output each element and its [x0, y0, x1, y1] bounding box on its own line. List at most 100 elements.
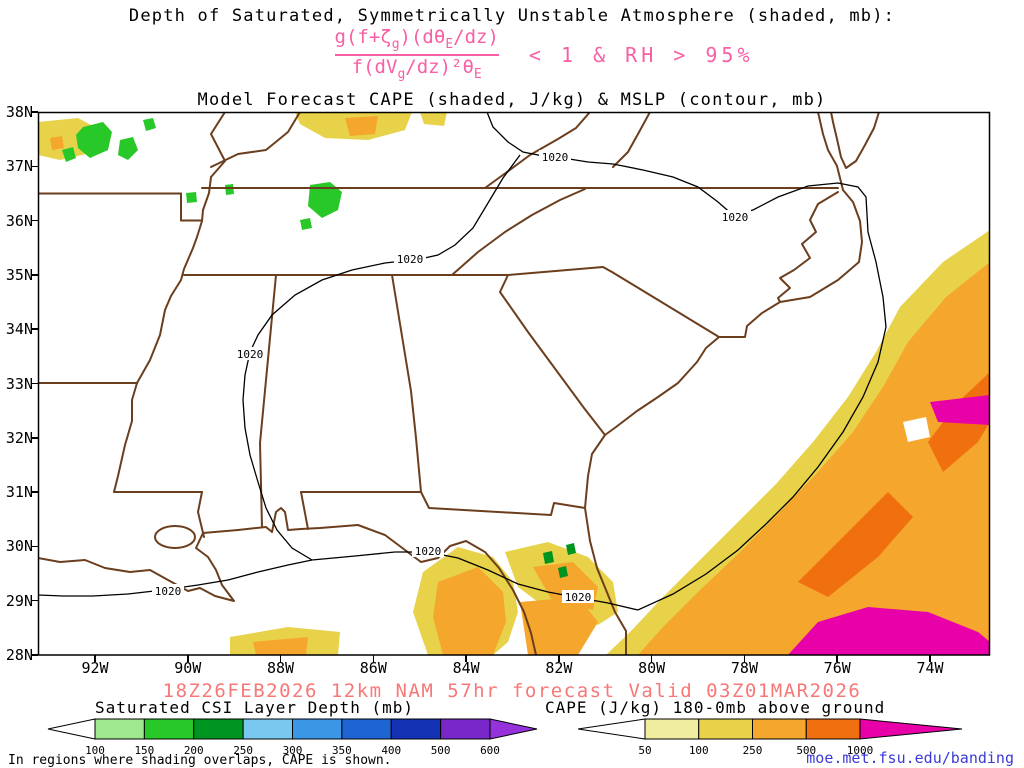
overlap-note: In regions where shading overlaps, CAPE … [8, 753, 392, 768]
title-line-2: Model Forecast CAPE (shaded, J/kg) & MSL… [197, 90, 827, 110]
axis-tick [31, 599, 38, 602]
cape-region-dark-orange [798, 492, 913, 597]
colorbar-tick-label: 350 [331, 744, 352, 757]
lon-label: 80W [638, 659, 666, 677]
pressure-contours [38, 112, 887, 611]
colorbar-segment [390, 718, 442, 740]
axis-tick [31, 491, 38, 493]
colorbar-tick-label: 100 [85, 744, 105, 757]
axis-tick [187, 655, 189, 662]
cape-patch [520, 597, 598, 655]
colorbar-tick-label: 500 [430, 744, 451, 757]
cape-region-orange [638, 262, 990, 655]
lat-label: 30N [5, 537, 33, 556]
axis-tick [31, 111, 38, 113]
map-frame [37, 111, 991, 656]
colorbar-segment [577, 718, 646, 740]
colorbar-tick-label: 50 [638, 744, 652, 757]
csi-patch [143, 118, 156, 131]
axis-tick [31, 328, 38, 330]
colorbar-segment [94, 718, 145, 740]
cape-region-magenta [930, 395, 990, 425]
axis-tick [929, 655, 931, 662]
colorbars [47, 718, 963, 740]
colorbar-tick-label: 300 [282, 744, 303, 757]
csi-patch [186, 192, 197, 203]
lon-label: 90W [174, 659, 202, 677]
colorbar-tick-label: 1000 [846, 744, 874, 757]
lon-label: 88W [267, 659, 295, 677]
csi-patch [118, 137, 138, 160]
colorbar-tick-label: 400 [381, 744, 402, 757]
colorbar-tick-label: 150 [134, 744, 155, 757]
colorbar-segment [489, 718, 538, 740]
svg-text:1020: 1020 [565, 591, 592, 604]
csi-legend-label: Saturated CSI Layer Depth (mb) [95, 698, 414, 717]
lat-label: 37N [5, 157, 33, 176]
title-line-1: Depth of Saturated, Symmetrically Unstab… [128, 6, 896, 26]
cape-patch [420, 112, 447, 126]
svg-text:1020: 1020 [155, 585, 182, 598]
axis-tick [31, 274, 38, 276]
svg-text:1020: 1020 [415, 545, 442, 558]
csi-patch [558, 566, 568, 578]
axis-tick [836, 655, 838, 662]
contour-labels: 1020 1020 1020 1020 1020 1020 1020 [152, 150, 751, 604]
lat-label: 33N [5, 374, 33, 393]
axis-tick [94, 655, 96, 662]
lat-label: 34N [5, 320, 33, 339]
lon-label: 84W [452, 659, 480, 677]
colorbar-tick-label: 600 [480, 744, 500, 757]
axis-tick [743, 655, 746, 662]
shading-regions [38, 112, 990, 655]
fraction-bar [334, 54, 499, 57]
lat-label: 29N [5, 591, 33, 610]
formula-row: g(f+ζg)(dθE/dz) f(dVg/dz)²θE < 1 & RH > … [32, 27, 1024, 82]
axis-tick [279, 655, 282, 662]
colorbar-segment [644, 718, 700, 740]
axis-tick [650, 655, 653, 662]
csi-patch [566, 543, 576, 555]
csi-colorbar [47, 718, 538, 740]
formula-numerator: g(f+ζg)(dθE/dz) [334, 26, 499, 52]
state-borders [38, 112, 839, 538]
csi-patch [76, 122, 112, 158]
axis-tick [31, 382, 38, 385]
cape-region-hole [903, 417, 930, 442]
svg-text:1020: 1020 [542, 151, 569, 164]
colorbar-tick-label: 250 [233, 744, 254, 757]
cape-legend-label: CAPE (J/kg) 180-0mb above ground [545, 698, 886, 717]
cape-patch [253, 637, 308, 655]
lat-label: 38N [5, 103, 33, 121]
colorbar-tick-label: 100 [688, 744, 709, 757]
colorbar-tick-label: 200 [183, 744, 204, 757]
lake-pontchartrain [154, 525, 196, 549]
website-link[interactable]: moe.met.fsu.edu/banding [806, 749, 1014, 767]
colorbar-segment [859, 718, 963, 740]
lat-label: 35N [5, 265, 33, 284]
lon-label: 78W [730, 659, 758, 677]
cape-region-magenta [788, 607, 990, 655]
axis-tick [31, 545, 38, 548]
csi-patch [225, 184, 234, 195]
forecast-valid-line: 18Z26FEB2026 12km NAM 57hr forecast Vali… [162, 680, 862, 702]
lon-label: 76W [823, 659, 851, 677]
cape-patch [433, 567, 506, 655]
colorbar-segment [440, 718, 491, 740]
svg-text:1020: 1020 [237, 348, 264, 361]
svg-text:1020: 1020 [397, 253, 424, 266]
cape-patch [345, 116, 378, 136]
lon-label: 74W [916, 659, 944, 677]
axis-tick [31, 165, 38, 168]
csi-patch [62, 147, 76, 162]
cape-patch [50, 136, 64, 150]
formula-denominator: f(dVg/dz)²θE [351, 56, 482, 82]
lon-label: 86W [359, 659, 387, 677]
coastlines [38, 112, 880, 655]
colorbar-segment [242, 718, 293, 740]
lat-label: 32N [5, 428, 33, 447]
axis-tick [372, 655, 375, 662]
colorbar-segment [143, 718, 195, 740]
colorbar-segment [341, 718, 392, 740]
